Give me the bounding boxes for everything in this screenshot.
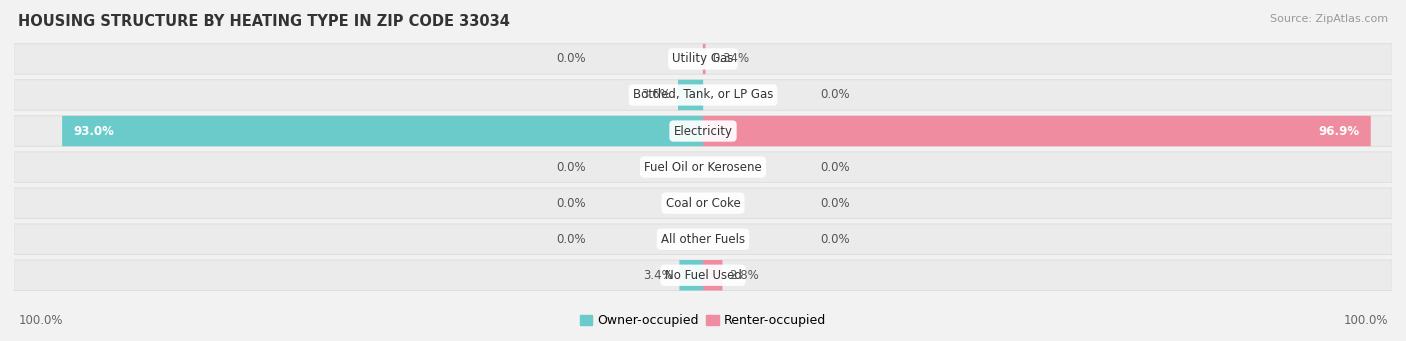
FancyBboxPatch shape bbox=[14, 152, 1392, 182]
Text: 0.0%: 0.0% bbox=[557, 233, 586, 246]
Text: 100.0%: 100.0% bbox=[1343, 314, 1388, 327]
Text: 3.4%: 3.4% bbox=[643, 269, 672, 282]
FancyBboxPatch shape bbox=[678, 80, 703, 110]
Text: 93.0%: 93.0% bbox=[73, 124, 114, 137]
Text: 0.0%: 0.0% bbox=[820, 89, 849, 102]
Text: 0.0%: 0.0% bbox=[557, 197, 586, 210]
FancyBboxPatch shape bbox=[62, 116, 703, 146]
Text: 2.8%: 2.8% bbox=[730, 269, 759, 282]
Legend: Owner-occupied, Renter-occupied: Owner-occupied, Renter-occupied bbox=[575, 309, 831, 332]
Text: No Fuel Used: No Fuel Used bbox=[665, 269, 741, 282]
Text: 0.34%: 0.34% bbox=[713, 53, 749, 65]
Text: Source: ZipAtlas.com: Source: ZipAtlas.com bbox=[1270, 14, 1388, 24]
Text: 0.0%: 0.0% bbox=[820, 161, 849, 174]
Text: 96.9%: 96.9% bbox=[1319, 124, 1360, 137]
FancyBboxPatch shape bbox=[14, 80, 1392, 110]
FancyBboxPatch shape bbox=[14, 188, 1392, 218]
Text: 0.0%: 0.0% bbox=[557, 53, 586, 65]
FancyBboxPatch shape bbox=[703, 260, 723, 291]
FancyBboxPatch shape bbox=[14, 44, 1392, 74]
FancyBboxPatch shape bbox=[14, 224, 1392, 254]
Text: Bottled, Tank, or LP Gas: Bottled, Tank, or LP Gas bbox=[633, 89, 773, 102]
Text: 0.0%: 0.0% bbox=[820, 233, 849, 246]
Text: Utility Gas: Utility Gas bbox=[672, 53, 734, 65]
FancyBboxPatch shape bbox=[703, 44, 706, 74]
FancyBboxPatch shape bbox=[14, 116, 1392, 146]
Text: Electricity: Electricity bbox=[673, 124, 733, 137]
FancyBboxPatch shape bbox=[703, 116, 1371, 146]
Text: 0.0%: 0.0% bbox=[557, 161, 586, 174]
Text: 3.6%: 3.6% bbox=[641, 89, 671, 102]
Text: 100.0%: 100.0% bbox=[18, 314, 63, 327]
Text: All other Fuels: All other Fuels bbox=[661, 233, 745, 246]
FancyBboxPatch shape bbox=[679, 260, 703, 291]
Text: HOUSING STRUCTURE BY HEATING TYPE IN ZIP CODE 33034: HOUSING STRUCTURE BY HEATING TYPE IN ZIP… bbox=[18, 14, 510, 29]
Text: Fuel Oil or Kerosene: Fuel Oil or Kerosene bbox=[644, 161, 762, 174]
FancyBboxPatch shape bbox=[14, 260, 1392, 291]
Text: 0.0%: 0.0% bbox=[820, 197, 849, 210]
Text: Coal or Coke: Coal or Coke bbox=[665, 197, 741, 210]
